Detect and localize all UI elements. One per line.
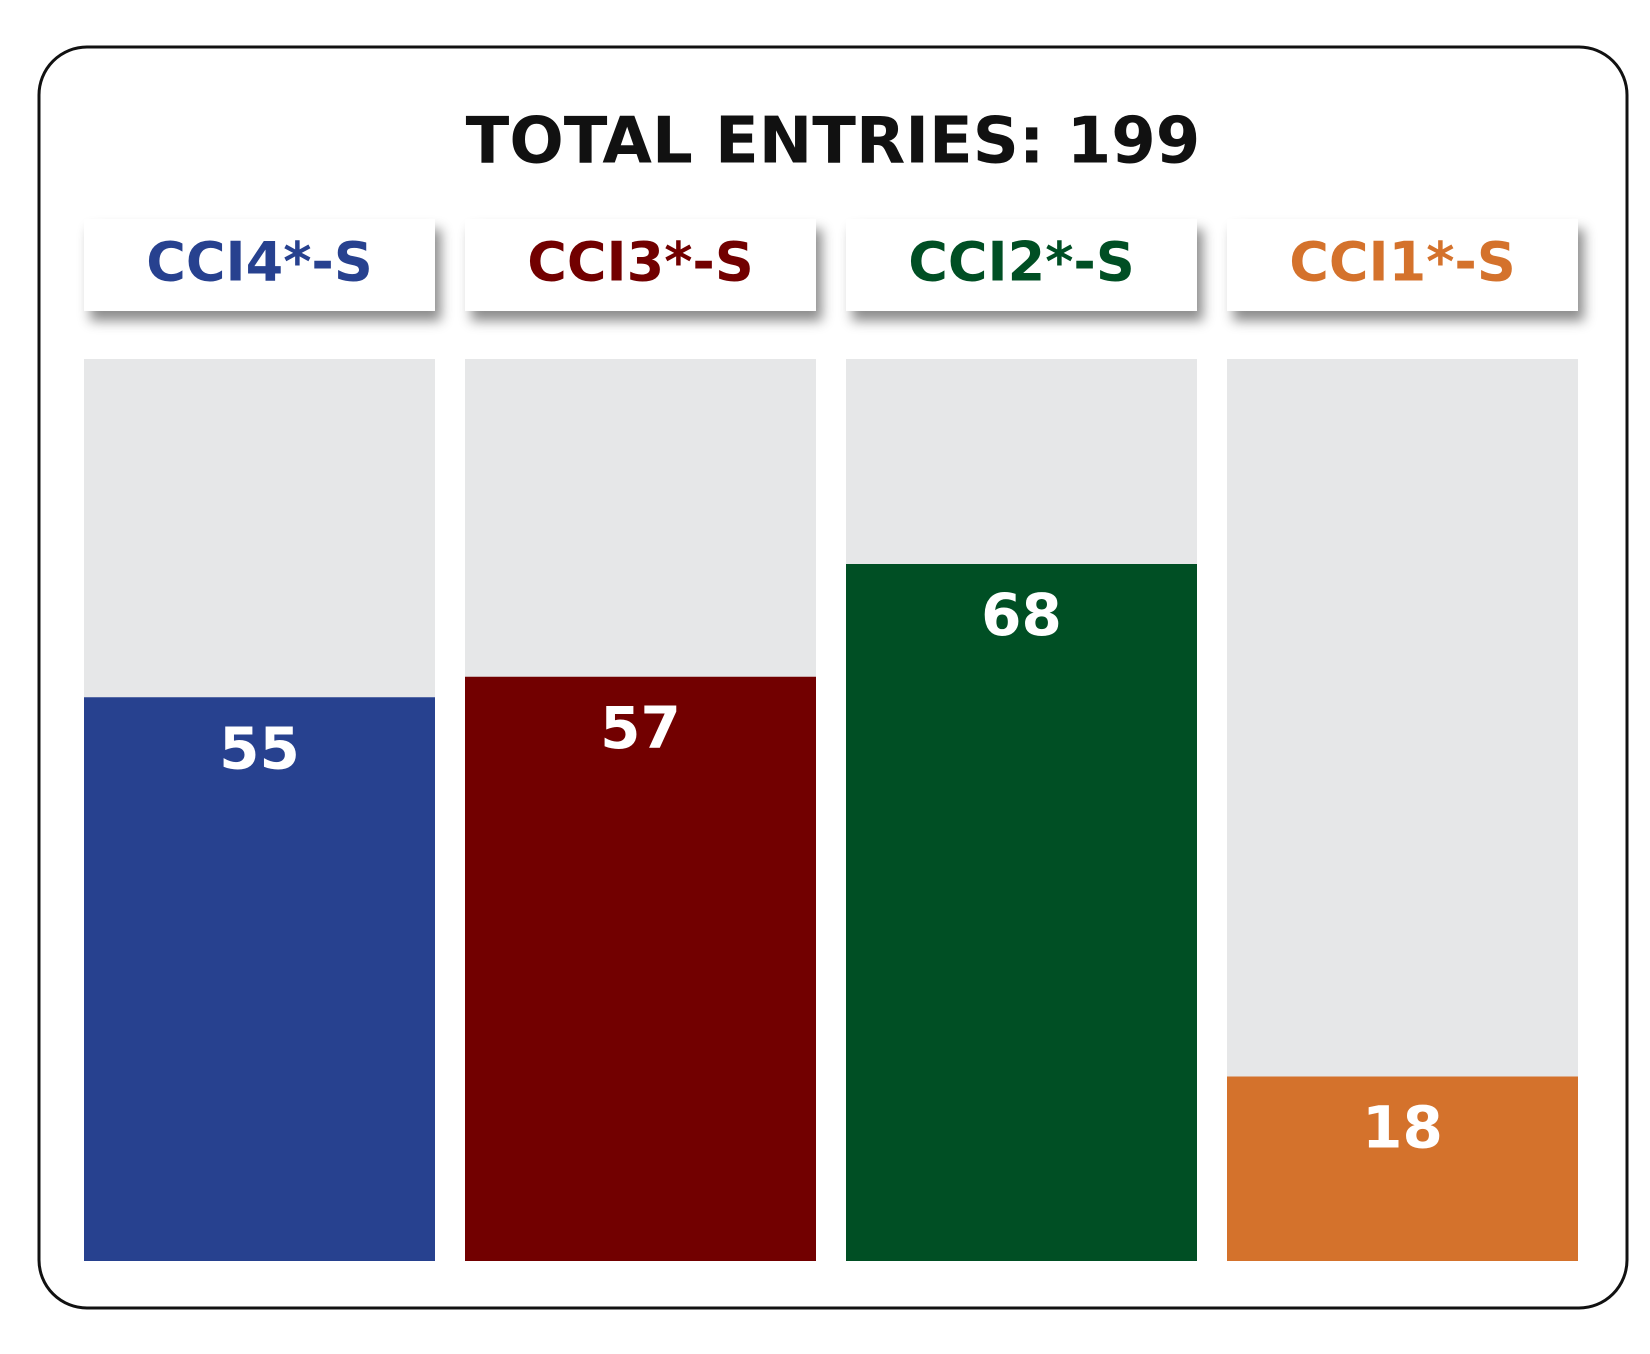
value-label: 57 [600, 694, 681, 762]
chart-title: TOTAL ENTRIES: 199 [466, 105, 1201, 179]
category-label: CCI3*-S [527, 231, 753, 294]
bar [465, 676, 816, 1261]
category-label: CCI1*-S [1289, 231, 1515, 294]
bar [1227, 1076, 1578, 1261]
bar [846, 564, 1197, 1261]
category-label: CCI4*-S [146, 231, 372, 294]
category-label: CCI2*-S [908, 231, 1134, 294]
label-box [465, 219, 816, 311]
label-box [84, 219, 435, 311]
label-box [846, 219, 1197, 311]
value-label: 18 [1362, 1094, 1443, 1162]
bar [84, 697, 435, 1261]
value-label: 55 [219, 714, 300, 782]
value-label: 68 [981, 581, 1062, 649]
label-box [1227, 219, 1578, 311]
